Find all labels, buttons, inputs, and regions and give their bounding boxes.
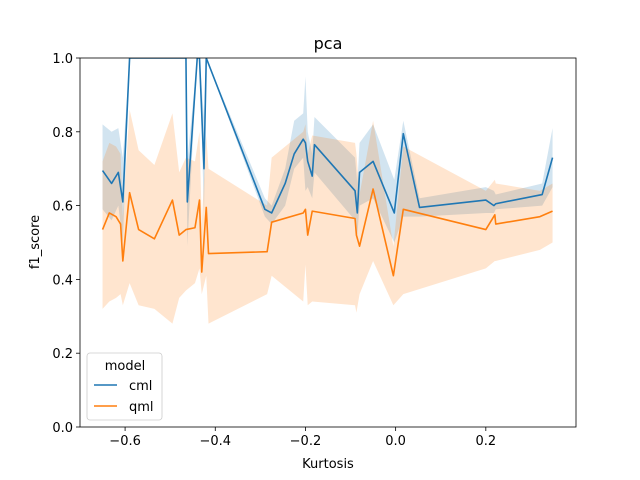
x-tick-label: −0.6 xyxy=(109,434,141,449)
x-axis-label: Kurtosis xyxy=(302,457,354,472)
plot-frame xyxy=(79,57,577,428)
y-tick-label: 0.6 xyxy=(52,200,73,215)
series-lines xyxy=(101,58,554,277)
line-qml xyxy=(101,188,553,277)
y-tick-label: 0.4 xyxy=(52,273,73,288)
legend-label-cml: cml xyxy=(129,379,152,394)
legend-label-qml: qml xyxy=(129,400,154,415)
y-axis-ticks: 0.0 0.2 0.4 0.6 0.8 1.0 xyxy=(52,52,80,436)
legend-title: model xyxy=(105,359,145,374)
x-tick-label: 0.2 xyxy=(475,434,496,449)
confidence-bands xyxy=(102,58,553,324)
y-tick-label: 0.8 xyxy=(52,126,73,141)
x-tick-label: 0.0 xyxy=(385,434,406,449)
y-tick-label: 0.2 xyxy=(52,347,73,362)
x-axis-ticks: −0.6 −0.4 −0.2 0.0 0.2 xyxy=(109,427,496,449)
legend: model cml qml xyxy=(86,352,163,421)
chart-title: pca xyxy=(314,34,343,53)
line-cml xyxy=(101,58,554,214)
x-tick-label: −0.2 xyxy=(290,434,322,449)
y-tick-label: 1.0 xyxy=(52,52,73,67)
band-qml xyxy=(102,109,553,324)
x-tick-label: −0.4 xyxy=(199,434,231,449)
band-cml xyxy=(102,58,553,247)
legend-box xyxy=(86,352,163,421)
y-tick-label: 0.0 xyxy=(52,421,73,436)
y-axis-label: f1_score xyxy=(28,215,43,269)
